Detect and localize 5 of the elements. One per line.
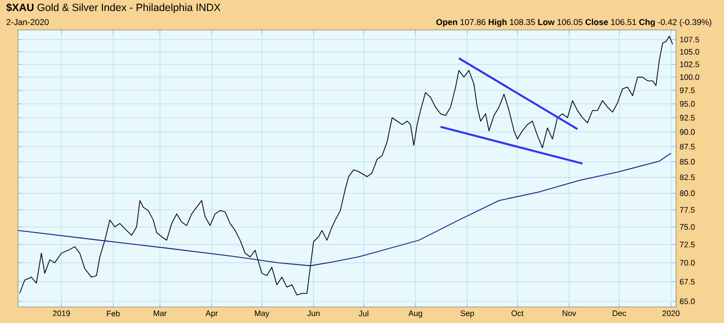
chart-subtitle: 2-Jan-2020: [6, 19, 49, 26]
text: Open 107.86 High 108.35 Low 106.05 Close 106.51 Chg -0.42 (-0.39%): [436, 18, 712, 27]
chart-title: $XAU Gold & Silver Index - Philadelphia INDX: [6, 3, 220, 14]
line-series: [18, 152, 672, 266]
line-series: [19, 36, 674, 296]
